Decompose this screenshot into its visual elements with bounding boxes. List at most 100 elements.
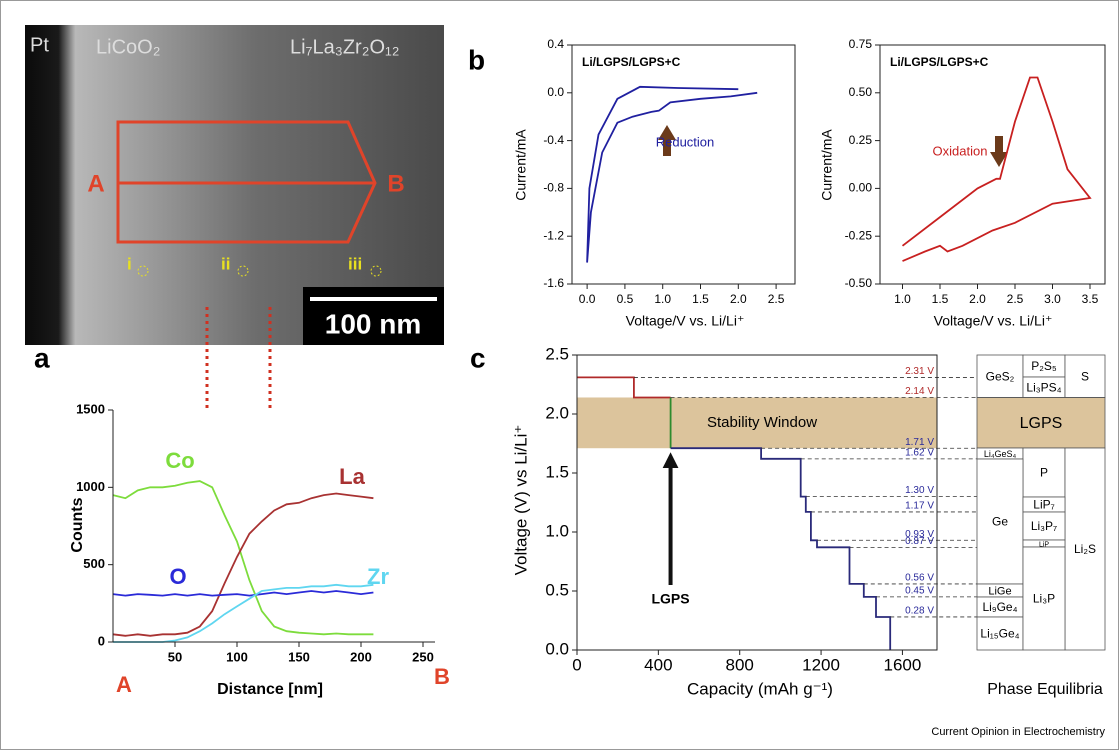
level-label: 1.71 V xyxy=(905,437,934,448)
band-label: Stability Window xyxy=(707,414,817,431)
phase-name: Li₃P xyxy=(1033,592,1055,606)
phase-name: GeS₂ xyxy=(986,369,1015,383)
x-tick-label: 1200 xyxy=(802,655,840,674)
y-tick-label: 0.00 xyxy=(849,181,873,195)
y-tick-label: 2.5 xyxy=(545,344,569,363)
series-label: Co xyxy=(165,448,194,473)
footer: Current Opinion in Electrochemistry xyxy=(931,726,1105,738)
x-axis-label: Voltage/V vs. Li/Li⁺ xyxy=(934,313,1053,329)
phase-name: S xyxy=(1081,369,1089,383)
image-label: LiCoO₂ xyxy=(96,36,160,58)
series-line xyxy=(901,76,1092,262)
phase-name: LiP₇ xyxy=(1033,498,1054,512)
y-tick-label: 0.0 xyxy=(545,639,569,658)
phase-name: Li₄GeS₄ xyxy=(984,449,1017,459)
level-label: 0.87 V xyxy=(905,536,934,547)
x-axis-label: Distance [nm] xyxy=(217,681,323,698)
scale-label: 100 nm xyxy=(325,308,422,339)
y-tick-label: -1.2 xyxy=(543,228,564,242)
phase-cell xyxy=(976,354,1024,398)
y-tick-label: 0.5 xyxy=(545,580,569,599)
level-label: 1.62 V xyxy=(905,447,934,458)
level-label: 0.93 V xyxy=(905,529,934,540)
phase-name: Li₁₅Ge₄ xyxy=(980,627,1019,641)
plot-frame xyxy=(576,354,938,651)
x-tick-label: 50 xyxy=(168,649,182,664)
series-label: La xyxy=(339,464,365,489)
x-tick-label: 0.5 xyxy=(617,292,634,306)
x-tick-label: 1600 xyxy=(884,655,922,674)
arrow xyxy=(663,140,671,156)
point-marker xyxy=(370,265,382,277)
x-tick-label: 250 xyxy=(412,649,434,664)
series-label: Zr xyxy=(367,564,389,589)
y-axis-label: Voltage (V) vs Li/Li⁺ xyxy=(511,425,530,576)
phase-name: Li₉Ge₄ xyxy=(982,600,1017,614)
phase-cell xyxy=(1022,546,1066,651)
x-tick-label: 200 xyxy=(350,649,372,664)
x-tick-label: 1.5 xyxy=(692,292,709,306)
level-label: 1.17 V xyxy=(905,501,934,512)
image-label: A xyxy=(87,170,104,197)
image-label: Li₇La₃Zr₂O₁₂ xyxy=(290,36,400,58)
point-marker xyxy=(137,265,149,277)
y-tick-label: 0.50 xyxy=(849,85,873,99)
series-line xyxy=(577,376,671,399)
y-tick-label: 0 xyxy=(98,633,105,648)
x-tick-label: 2.5 xyxy=(1007,292,1024,306)
image-label: B xyxy=(387,170,404,197)
plot-title: Li/LGPS/LGPS+C xyxy=(890,55,989,69)
y-tick-label: -0.4 xyxy=(543,133,564,147)
x-tick-label: 2.0 xyxy=(969,292,986,306)
y-tick-label: 1000 xyxy=(76,479,105,494)
level-label: 2.14 V xyxy=(905,386,934,397)
x-tick-label: 1.5 xyxy=(932,292,949,306)
stability-band xyxy=(977,397,1105,449)
plot-title: Li/LGPS/LGPS+C xyxy=(582,55,681,69)
plot-frame xyxy=(571,44,796,285)
axis-end-label: B xyxy=(434,664,450,689)
x-axis-label: Voltage/V vs. Li/Li⁺ xyxy=(626,313,745,329)
series-label: O xyxy=(169,564,186,589)
phase-title: Phase Equilibria xyxy=(987,681,1103,698)
arrow-label: LGPS xyxy=(651,591,689,607)
level-label: 0.56 V xyxy=(905,573,934,584)
series-line xyxy=(112,492,374,637)
x-tick-label: 0.0 xyxy=(579,292,596,306)
x-tick-label: 2.0 xyxy=(730,292,747,306)
phase-name: Ge xyxy=(992,515,1008,529)
phase-name: LGPS xyxy=(1020,415,1063,432)
level-label: 2.31 V xyxy=(905,366,934,377)
x-tick-label: 3.5 xyxy=(1082,292,1099,306)
y-tick-label: 1500 xyxy=(76,401,105,416)
y-tick-label: -0.25 xyxy=(845,228,873,242)
panel-label: a xyxy=(34,342,50,373)
x-tick-label: 2.5 xyxy=(768,292,785,306)
y-tick-label: -0.50 xyxy=(845,276,873,290)
phase-name: Li₂S xyxy=(1074,542,1096,556)
arrow xyxy=(990,152,1008,167)
phase-name: LiGe xyxy=(988,585,1011,597)
y-tick-label: 1.5 xyxy=(545,462,569,481)
phase-cell xyxy=(976,458,1024,585)
x-tick-label: 1.0 xyxy=(894,292,911,306)
y-tick-label: 0.0 xyxy=(547,85,564,99)
arrow xyxy=(995,136,1003,152)
axis-end-label: A xyxy=(116,672,132,697)
y-tick-label: -0.8 xyxy=(543,181,564,195)
y-tick-label: 0.4 xyxy=(547,37,564,51)
plot-frame xyxy=(879,44,1106,285)
point-label: i xyxy=(127,254,132,273)
x-tick-label: 800 xyxy=(726,655,754,674)
series-line xyxy=(586,85,758,263)
x-tick-label: 400 xyxy=(644,655,672,674)
y-tick-label: 2.0 xyxy=(545,403,569,422)
x-tick-label: 150 xyxy=(288,649,310,664)
y-axis-label: Current/mA xyxy=(513,129,529,201)
level-label: 0.28 V xyxy=(905,606,934,617)
x-tick-label: 3.0 xyxy=(1044,292,1061,306)
x-tick-label: 1.0 xyxy=(654,292,671,306)
phase-name: LiP xyxy=(1039,541,1049,548)
annotation: Reduction xyxy=(656,134,715,149)
